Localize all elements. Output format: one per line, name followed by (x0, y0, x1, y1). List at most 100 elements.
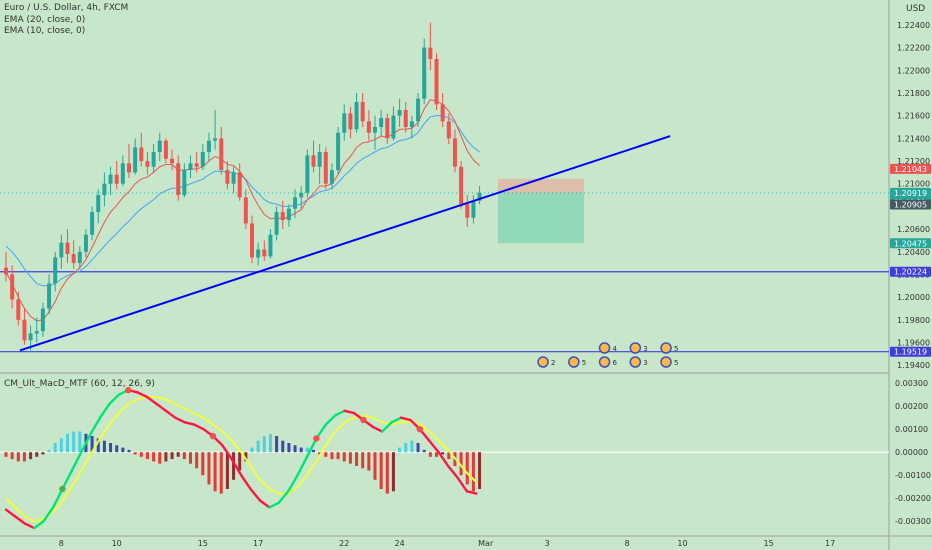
candle-body (305, 155, 310, 193)
macd-histogram-bar (435, 452, 438, 457)
candle-body (157, 140, 162, 152)
candle-body (477, 192, 482, 201)
price-tick-label: 1.19400 (897, 361, 930, 370)
candle-body (366, 121, 371, 133)
macd-histogram-bar (78, 431, 82, 453)
macd-histogram-bar (109, 443, 113, 453)
candle-body (200, 151, 205, 167)
macd-line-segment (286, 474, 299, 493)
macd-line-segment (390, 416, 403, 424)
candle-body (90, 212, 95, 235)
macd-line-segment (164, 409, 177, 419)
macd-histogram-bar (256, 440, 260, 453)
macd-line-segment (145, 395, 158, 406)
price-axis-tag (890, 238, 931, 249)
macd-histogram-bar (336, 452, 340, 460)
time-tick-label: 8 (625, 539, 630, 548)
macd-histogram-bar (176, 452, 180, 457)
candle-body (188, 163, 193, 171)
price-tick-label: 1.21400 (897, 134, 930, 143)
price-tag-value: 1.20224 (894, 268, 927, 277)
candle-body (194, 163, 199, 167)
candle-body (268, 234, 273, 257)
event-count: 5 (674, 345, 678, 353)
macd-histogram-bar (170, 452, 174, 460)
macd-histogram-bar (465, 452, 469, 485)
candle-body (22, 319, 27, 341)
candle-body (342, 113, 347, 133)
macd-line-segment (381, 421, 393, 433)
macd-histogram-bar (342, 452, 346, 462)
macd-histogram-bar (133, 452, 137, 455)
macd-line-segment (221, 444, 233, 461)
candle-body (465, 204, 470, 218)
ema20-legend: EMA (20, close, 0) (4, 15, 86, 25)
time-tick-label: 15 (198, 539, 208, 548)
macd-histogram-bar (404, 443, 408, 453)
candle-body (206, 140, 211, 152)
candle-body (348, 113, 353, 130)
macd-cross-marker (125, 386, 132, 394)
macd-histogram-bar (447, 452, 451, 460)
macd-cross-marker (313, 435, 320, 442)
candle-body (139, 147, 144, 162)
macd-histogram-bar (158, 452, 162, 464)
macd-histogram-bar (96, 438, 100, 453)
macd-line-segment (446, 464, 459, 479)
event-flag-icon (660, 356, 672, 368)
event-flag-icon (598, 342, 611, 354)
price-axis-tag (890, 163, 931, 174)
macd-line-segment (183, 421, 196, 426)
candle-body (182, 170, 187, 196)
candle-body (231, 172, 236, 184)
macd-histogram-bar (459, 452, 463, 476)
price-tag-value: 1.21043 (894, 165, 927, 174)
candle-body (225, 170, 230, 184)
price-tag-value: 1.20905 (894, 201, 927, 210)
macd-line-segment (343, 409, 356, 415)
time-tick-label: 17 (825, 539, 835, 548)
candle-body (34, 331, 39, 334)
macd-cross-marker (416, 426, 424, 433)
price-tick-label: 1.22200 (897, 44, 930, 53)
macd-line-segment (80, 432, 92, 454)
candle-body (250, 223, 254, 258)
macd-histogram-bar (207, 452, 211, 485)
macd-histogram-bar (121, 447, 125, 453)
macd-line-segment (456, 476, 469, 493)
candle-body (299, 192, 304, 198)
price-tag-value: 1.20919 (894, 189, 927, 198)
candle-body (145, 161, 150, 167)
candle-body (170, 158, 175, 164)
macd-histogram-bar (232, 452, 236, 480)
macd-histogram-bar (410, 440, 414, 453)
macd-line-segment (136, 391, 149, 399)
candle-body (176, 163, 181, 196)
macd-histogram-bar (373, 452, 377, 480)
macd-histogram-bar (281, 440, 285, 453)
macd-histogram-bar (299, 447, 303, 453)
trendline (19, 135, 671, 352)
macd-histogram-bar (164, 452, 168, 462)
price-tick-label: 1.21200 (897, 157, 930, 166)
macd-histogram-bar (16, 452, 20, 462)
event-count: 5 (582, 359, 586, 367)
macd-line-segment (174, 416, 186, 424)
candle-body (262, 249, 267, 257)
ema10-line (5, 99, 480, 322)
macd-line-segment (61, 469, 74, 491)
macd-line-segment (437, 451, 450, 468)
macd-tick-label: 0.00200 (895, 402, 928, 411)
currency-label: USD (906, 4, 926, 14)
candle-body (237, 172, 242, 198)
macd-histogram-bar (330, 452, 334, 460)
macd-histogram-bar (312, 449, 315, 453)
macd-line-segment (334, 409, 346, 417)
candle-body (336, 132, 341, 171)
price-tick-label: 1.21800 (897, 89, 930, 98)
candle-body (127, 163, 131, 173)
macd-histogram-bar (385, 452, 389, 494)
macd-tick-label: 0.00300 (895, 379, 928, 388)
